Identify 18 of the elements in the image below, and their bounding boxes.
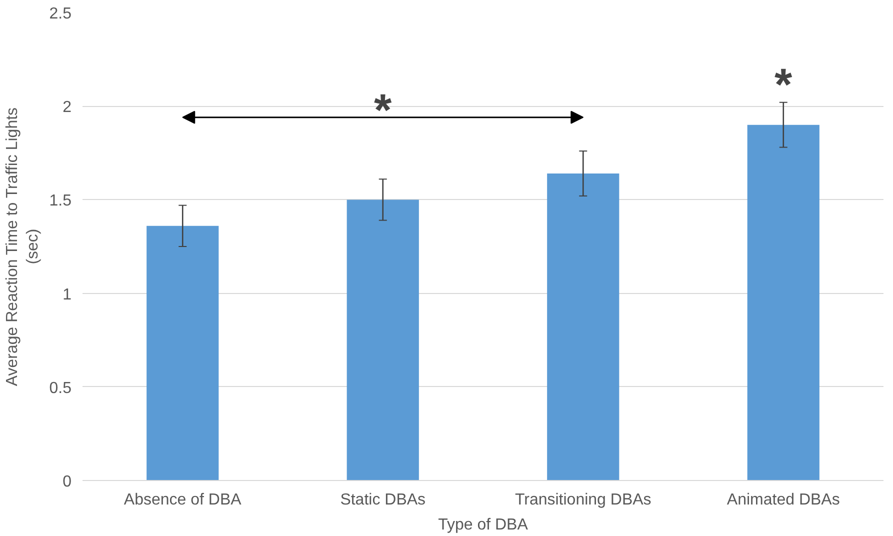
bar (146, 226, 219, 480)
x-tick-label: Animated DBAs (726, 492, 840, 508)
x-tick-label: Transitioning DBAs (514, 492, 652, 508)
y-tick-label: 0 (62, 474, 72, 490)
y-tick-label: 1.5 (49, 192, 72, 210)
x-axis-title: Type of DBA (438, 516, 528, 534)
bar (747, 124, 820, 480)
annotation: * (374, 84, 392, 136)
y-tick-label: 2 (62, 99, 72, 116)
x-tick-label: Static DBAs (340, 492, 426, 508)
y-tick-label: 0.5 (49, 380, 72, 397)
y-tick-label: 1 (62, 286, 72, 304)
y-tick-label: 2.5 (49, 6, 72, 22)
bar (547, 173, 620, 480)
annotation: * (774, 59, 793, 110)
y-axis-title: Average Reaction Time to Traffic Lights (sec) (4, 107, 42, 386)
x-tick-label: Absence of DBA (124, 492, 242, 508)
bar (346, 200, 419, 480)
